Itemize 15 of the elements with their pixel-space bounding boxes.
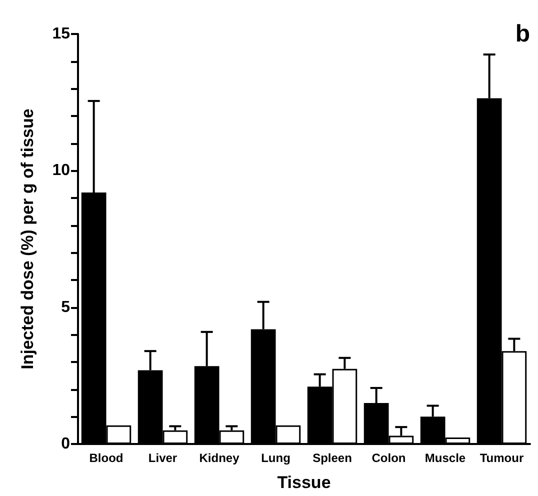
y-tick-label: 0	[61, 436, 70, 452]
x-tick-label: Liver	[148, 451, 178, 465]
y-tick-label: 5	[61, 298, 70, 316]
x-tick-label: Lung	[261, 451, 290, 465]
x-tick-label: Colon	[372, 451, 406, 465]
x-tick-label: Kidney	[199, 451, 240, 465]
y-tick-label: 10	[52, 162, 70, 180]
x-tick-label: Tumour	[480, 451, 524, 465]
y-tick-label: 15	[52, 26, 70, 42]
y-axis-title: Injected dose (%) per g of tissue	[18, 108, 37, 370]
x-axis-title: Tissue	[277, 473, 331, 492]
x-tick-label: Muscle	[424, 451, 466, 465]
x-tick-label: Spleen	[312, 451, 352, 465]
x-tick-label: Blood	[89, 451, 124, 465]
annotation: b	[515, 20, 530, 48]
